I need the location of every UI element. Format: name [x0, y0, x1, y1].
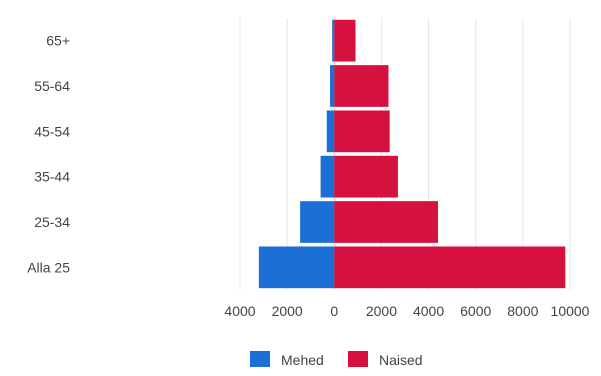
bar-mehed-alla-25[interactable]: [258, 246, 335, 289]
legend-label: Mehed: [281, 352, 324, 368]
legend-item-mehed[interactable]: Mehed: [250, 351, 324, 368]
legend-swatch: [348, 351, 368, 367]
category-label: 25-34: [34, 214, 70, 230]
x-tick-label: 8000: [507, 303, 538, 319]
category-label: Alla 25: [27, 259, 70, 275]
bars: [258, 19, 566, 289]
legend-label: Naised: [379, 352, 423, 368]
x-tick-labels: 4000 2000 0 2000 4000 6000 8000 10000: [224, 303, 589, 319]
legend[interactable]: Mehed Naised: [250, 351, 423, 368]
category-labels: 65+ 55-64 45-54 35-44 25-34 Alla 25: [27, 33, 70, 276]
x-tick-label: 10000: [551, 303, 590, 319]
x-tick-label: 4000: [413, 303, 444, 319]
bar-naised-65+[interactable]: [334, 19, 356, 62]
category-label: 35-44: [34, 169, 70, 185]
legend-swatch: [250, 351, 270, 367]
category-label: 65+: [46, 33, 70, 49]
bar-mehed-65+[interactable]: [332, 19, 335, 62]
bar-naised-alla-25[interactable]: [334, 246, 566, 289]
bar-naised-25-34[interactable]: [334, 201, 438, 243]
category-label: 55-64: [34, 78, 70, 94]
x-tick-label: 0: [330, 303, 338, 319]
x-tick-label: 6000: [460, 303, 491, 319]
bar-naised-55-64[interactable]: [334, 65, 389, 107]
x-tick-label: 4000: [224, 303, 255, 319]
x-tick-label: 2000: [272, 303, 303, 319]
bar-mehed-45-54[interactable]: [326, 110, 335, 153]
bar-mehed-25-34[interactable]: [300, 201, 335, 243]
x-tick-label: 2000: [366, 303, 397, 319]
bar-naised-45-54[interactable]: [334, 110, 390, 153]
bar-mehed-55-64[interactable]: [330, 65, 335, 107]
category-label: 45-54: [34, 123, 70, 139]
bar-naised-35-44[interactable]: [334, 155, 398, 198]
legend-item-naised[interactable]: Naised: [348, 351, 423, 368]
grid-lines: [239, 18, 571, 290]
bar-mehed-35-44[interactable]: [320, 155, 335, 198]
